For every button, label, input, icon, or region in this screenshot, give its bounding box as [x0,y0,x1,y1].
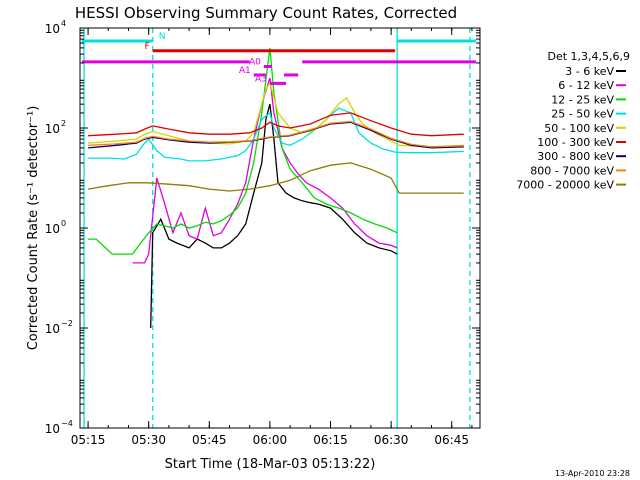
series-line-7 [88,120,464,148]
y-tick-exponent-3: 2 [61,119,66,128]
x-tick-label-1: 05:30 [131,433,166,447]
legend-label-1: 6 - 12 keV [558,79,614,92]
x-tick-label-0: 05:15 [71,433,106,447]
series-3 [88,107,464,162]
series-layer [83,28,471,428]
x-tick-label-2: 05:45 [192,433,227,447]
series-7 [88,120,464,148]
annotation-label-0: N [159,32,166,42]
series-line-1 [132,77,398,264]
series-0 [150,103,398,329]
legend-label-2: 12 - 25 keV [551,93,614,106]
y-tick-exponent-4: 4 [61,19,66,28]
footer-timestamp: 13-Apr-2010 23:28 [555,469,630,478]
y-tick-label-4: 10 [45,22,60,36]
legend-label-4: 50 - 100 keV [544,122,614,135]
series-2 [88,47,398,255]
series-line-5 [88,112,464,137]
chart-title: HESSI Observing Summary Count Rates, Cor… [75,4,457,22]
x-axis-label: Start Time (18-Mar-03 05:13:22) [165,457,376,472]
legend-label-0: 3 - 6 keV [565,65,614,78]
plot-frame [79,27,481,429]
annotation-label-4: A1 [239,66,251,76]
x-tick-label-4: 06:15 [313,433,348,447]
series-1 [132,77,398,264]
x-tick-label-6: 06:45 [434,433,469,447]
annotation-label-5: A3 [255,74,267,84]
legend-label-7: 800 - 7000 keV [530,164,614,177]
y-tick-label-2: 10 [45,222,60,236]
series-8 [87,162,464,194]
legend-label-8: 7000 - 20000 keV [516,179,614,192]
annotation-label-1: F [145,42,150,52]
series-line-2 [88,47,398,255]
series-line-6 [88,121,464,149]
legend-label-3: 25 - 50 keV [551,108,614,121]
annotation-label-3: A0 [249,57,261,67]
y-axis-label: Corrected Count Rate (s⁻¹ detector⁻¹) [26,106,41,351]
y-tick-label-3: 10 [45,122,60,136]
legend-label-6: 300 - 800 keV [537,150,614,163]
y-tick-label-1: 10 [45,322,60,336]
series-line-8 [87,162,464,194]
legend-header: Det 1,3,4,5,6,9 [547,50,630,63]
series-line-3 [88,107,464,162]
x-tick-label-3: 06:00 [253,433,288,447]
y-tick-exponent-1: −2 [61,319,73,328]
series-line-0 [150,103,398,329]
y-tick-exponent-0: −4 [61,419,73,428]
legend-label-5: 100 - 300 keV [537,136,614,149]
y-tick-label-0: 10 [45,422,60,436]
series-5 [88,112,464,137]
series-6 [88,121,464,149]
y-tick-exponent-2: 0 [61,219,66,228]
x-tick-label-5: 06:30 [374,433,409,447]
